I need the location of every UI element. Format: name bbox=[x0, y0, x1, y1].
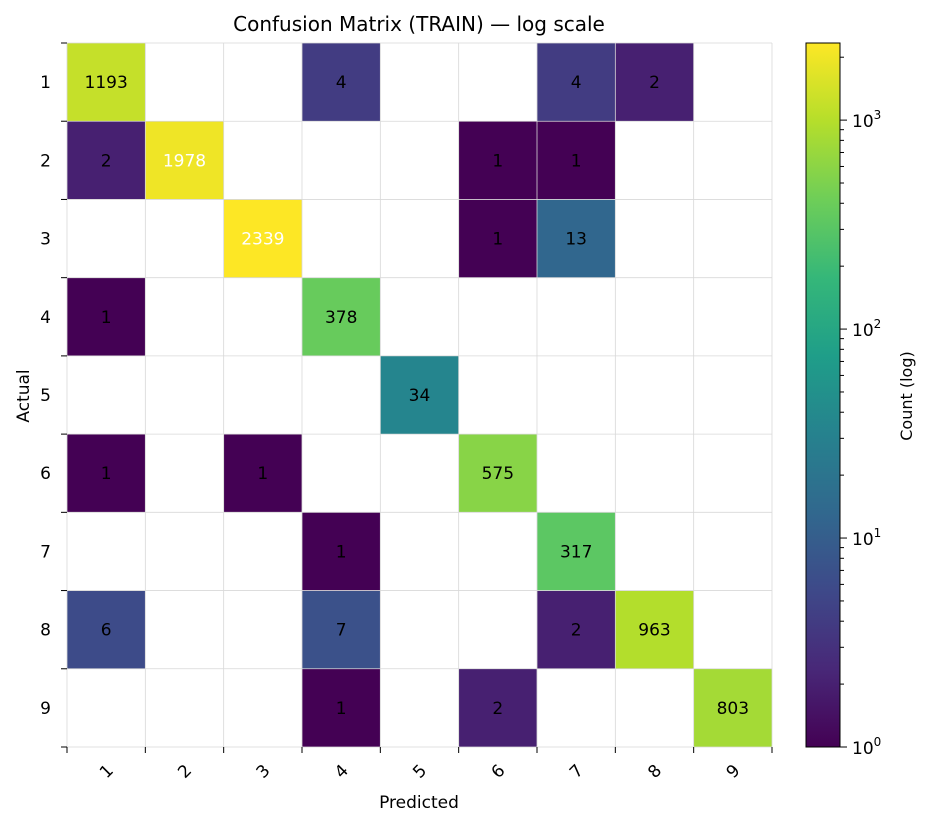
x-tick-label: 5 bbox=[409, 761, 431, 783]
x-tick-label: 2 bbox=[174, 761, 196, 783]
heatmap-cell bbox=[67, 121, 146, 200]
cell-value-label: 2 bbox=[649, 73, 660, 93]
y-tick-label: 7 bbox=[40, 542, 51, 562]
x-tick-label: 4 bbox=[331, 761, 353, 783]
heatmap-cell bbox=[458, 121, 537, 200]
cell-value-label: 2339 bbox=[241, 230, 284, 250]
x-tick-label: 7 bbox=[566, 761, 588, 783]
cell-value-label: 963 bbox=[638, 621, 670, 641]
y-axis: 1 2 3 4 5 6 7 8 9 bbox=[40, 42, 67, 748]
heatmap-cell bbox=[458, 668, 537, 747]
heatmap-cell bbox=[67, 434, 146, 513]
colorbar-tick-label: 101 bbox=[852, 526, 881, 550]
heatmap-cell bbox=[537, 199, 616, 278]
heatmap-grid bbox=[66, 42, 773, 748]
cell-value-label: 2 bbox=[101, 151, 112, 171]
x-tick-label: 1 bbox=[96, 761, 118, 783]
y-tick-label: 4 bbox=[40, 308, 51, 328]
cell-value-label: 13 bbox=[565, 230, 587, 250]
cell-value-label: 317 bbox=[560, 542, 592, 562]
cell-value-label: 1 bbox=[101, 308, 112, 328]
heatmap-cell bbox=[537, 590, 616, 669]
cell-value-label: 6 bbox=[101, 621, 112, 641]
heatmap-cell bbox=[693, 668, 772, 747]
y-tick-label: 2 bbox=[40, 151, 51, 171]
cell-value-label: 4 bbox=[571, 73, 582, 93]
colorbar bbox=[805, 42, 841, 748]
cell-value-label: 7 bbox=[336, 621, 347, 641]
heatmap-cell bbox=[537, 43, 616, 122]
heatmap-cell bbox=[67, 590, 146, 669]
heatmap-cell bbox=[615, 590, 694, 669]
y-tick-label: 9 bbox=[40, 699, 51, 719]
heatmap-cell bbox=[302, 43, 381, 122]
y-tick-label: 5 bbox=[40, 386, 51, 406]
y-tick-label: 3 bbox=[40, 230, 51, 250]
x-axis: 1 2 3 4 5 6 7 8 9 bbox=[66, 747, 773, 783]
colorbar-tick-label: 102 bbox=[852, 317, 881, 341]
cell-value-label: 34 bbox=[409, 386, 431, 406]
x-tick-label: 6 bbox=[488, 761, 510, 783]
heatmap-cell bbox=[67, 43, 146, 122]
heatmap-cell bbox=[67, 277, 146, 356]
heatmap-cell bbox=[302, 512, 381, 591]
chart-title: Confusion Matrix (TRAIN) — log scale bbox=[233, 12, 605, 36]
colorbar-tick-label: 100 bbox=[852, 735, 881, 759]
cell-value-label: 803 bbox=[717, 699, 749, 719]
colorbar-ticks: 100 101 102 103 bbox=[840, 56, 881, 759]
cell-value-label: 1 bbox=[257, 464, 268, 484]
heatmap-cells bbox=[67, 43, 772, 747]
heatmap-cell bbox=[458, 199, 537, 278]
cell-value-label: 2 bbox=[571, 621, 582, 641]
cell-value-label: 2 bbox=[492, 699, 503, 719]
colorbar-tick-label: 103 bbox=[852, 108, 881, 132]
heatmap-cell bbox=[458, 434, 537, 513]
heatmap-cell bbox=[223, 199, 302, 278]
y-tick-label: 1 bbox=[40, 73, 51, 93]
cell-value-label: 1 bbox=[336, 699, 347, 719]
heatmap-cell bbox=[302, 590, 381, 669]
heatmap-cell bbox=[380, 355, 459, 435]
cell-value-label: 1 bbox=[101, 464, 112, 484]
x-tick-label: 8 bbox=[644, 761, 666, 783]
heatmap-cell bbox=[223, 434, 302, 513]
heatmap-cell bbox=[145, 121, 224, 200]
colorbar-label: Count (log) bbox=[897, 351, 916, 440]
cell-value-label: 1193 bbox=[85, 73, 128, 93]
heatmap-cell bbox=[615, 43, 694, 122]
cell-value-label: 378 bbox=[325, 308, 357, 328]
heatmap-cell bbox=[537, 121, 616, 200]
y-tick-label: 8 bbox=[40, 621, 51, 641]
cell-value-label: 1 bbox=[571, 151, 582, 171]
cell-value-label: 1 bbox=[492, 230, 503, 250]
y-axis-label: Actual bbox=[14, 369, 34, 422]
cell-value-label: 4 bbox=[336, 73, 347, 93]
cell-value-label: 575 bbox=[482, 464, 514, 484]
x-tick-label: 9 bbox=[723, 761, 745, 783]
heatmap-cell bbox=[302, 668, 381, 747]
cell-value-label: 1978 bbox=[163, 151, 206, 171]
heatmap-cell bbox=[302, 277, 381, 356]
cell-value-label: 1 bbox=[492, 151, 503, 171]
heatmap-cell bbox=[537, 512, 616, 591]
y-tick-label: 6 bbox=[40, 464, 51, 484]
x-axis-label: Predicted bbox=[379, 793, 459, 813]
x-tick-label: 3 bbox=[253, 761, 275, 783]
cell-labels: 1193 4 4 2 2 1978 1 1 2339 1 13 1 378 34 1 1 575 1 317 6 7 2 9… bbox=[85, 73, 750, 719]
cell-value-label: 1 bbox=[336, 542, 347, 562]
